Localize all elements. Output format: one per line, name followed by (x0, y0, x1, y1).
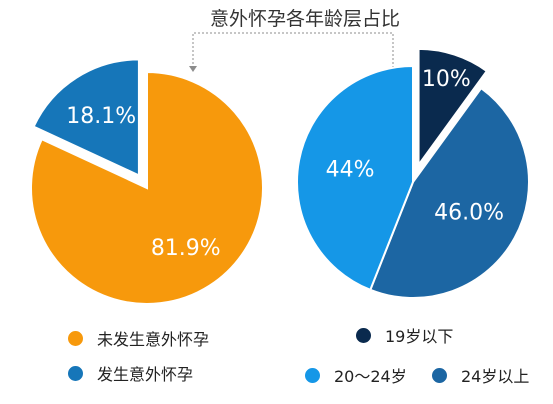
legend-item: 19岁以下 (356, 324, 453, 346)
pie-slice (30, 70, 264, 305)
pie-chart-right: 10% 46.0% 44% (296, 47, 530, 299)
legend-label: 发生意外怀孕 (97, 365, 194, 384)
pie-chart-left: 81.9% 18.1% (30, 58, 264, 305)
title-connector (192, 32, 394, 82)
connector-arrow-left (189, 66, 197, 72)
data-label: 44% (326, 158, 375, 183)
chart-title: 意外怀孕各年龄层占比 (209, 8, 400, 30)
legend-label: 19岁以下 (385, 327, 454, 346)
data-label: 10% (422, 67, 471, 92)
legend-swatch (68, 365, 83, 381)
legend-label: 24岁以上 (461, 367, 530, 386)
data-label: 18.1% (66, 104, 136, 129)
legend-label: 未发生意外怀孕 (97, 330, 210, 349)
legend-item: 20～24岁 (305, 364, 407, 386)
pie-slice (32, 58, 140, 177)
legend-label: 20～24岁 (334, 367, 407, 386)
legend-item: 发生意外怀孕 (68, 362, 193, 384)
legend-swatch (68, 330, 83, 346)
legend-item: 24岁以上 (432, 364, 529, 386)
pie-slice (417, 47, 489, 168)
pie-slice (296, 64, 414, 292)
pie-slice (368, 86, 530, 299)
legend-item: 未发生意外怀孕 (68, 327, 209, 349)
legend-swatch (356, 327, 371, 343)
data-label: 81.9% (151, 236, 221, 261)
legend-swatch (432, 367, 447, 383)
data-label: 46.0% (434, 200, 504, 225)
legend-swatch (305, 367, 320, 383)
